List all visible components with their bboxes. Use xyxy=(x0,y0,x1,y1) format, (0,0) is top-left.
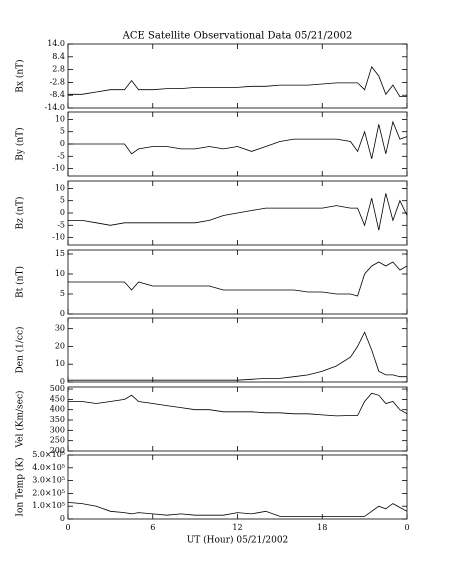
x-tick-label: 12 xyxy=(232,523,242,532)
x-tick-label: 6 xyxy=(150,523,155,532)
y-tick-label: 5 xyxy=(60,289,65,298)
y-tick-label: 300 xyxy=(50,425,65,434)
y-tick-label: 200 xyxy=(50,446,65,455)
x-tick-label: 18 xyxy=(317,523,327,532)
y-axis-label: Bt (nT) xyxy=(15,266,26,298)
y-tick-label: 350 xyxy=(50,415,65,424)
y-tick-label: 2.0×10⁵ xyxy=(32,488,65,497)
y-tick-label: 0 xyxy=(60,309,65,318)
y-tick-label: 500 xyxy=(50,384,65,393)
y-tick-label: 0 xyxy=(60,139,65,148)
y-tick-label: 2.8 xyxy=(52,65,65,74)
data-line xyxy=(68,261,408,297)
panel-frame xyxy=(67,43,408,109)
y-tick-label: 0 xyxy=(60,208,65,217)
y-tick-label: 10 xyxy=(55,183,65,192)
y-tick-label: 10 xyxy=(55,269,65,278)
x-axis-label: UT (Hour) 05/21/2002 xyxy=(187,535,289,546)
data-line xyxy=(68,331,407,381)
y-tick-label: -8.4 xyxy=(50,90,65,99)
y-tick-label: 10 xyxy=(55,114,65,123)
data-line xyxy=(68,66,407,97)
y-tick-label: 400 xyxy=(50,405,65,414)
data-line xyxy=(68,193,408,231)
data-line xyxy=(68,392,408,417)
y-tick-label: 5 xyxy=(60,196,65,205)
y-tick-label: 0 xyxy=(60,514,65,523)
y-tick-label: 3.0×10⁵ xyxy=(32,476,65,485)
panel-frame xyxy=(67,317,408,383)
data-line xyxy=(68,120,408,159)
y-tick-label: 1.0×10⁵ xyxy=(32,501,65,510)
y-tick-label: -5 xyxy=(57,151,65,160)
y-tick-label: -5 xyxy=(57,220,65,229)
y-tick-label: 0 xyxy=(60,377,65,386)
panel-frame xyxy=(67,386,408,452)
y-tick-label: 15 xyxy=(55,249,65,258)
y-tick-label: -2.8 xyxy=(50,77,65,86)
chart-title: ACE Satellite Observational Data 05/21/2… xyxy=(122,31,353,42)
y-axis-label: Bz (nT) xyxy=(15,196,26,229)
y-axis-label: Vel (Km/sec) xyxy=(15,390,26,448)
y-tick-label: -10 xyxy=(52,164,65,173)
y-axis-label: Ion Temp (K) xyxy=(15,457,26,516)
y-tick-label: 250 xyxy=(50,436,65,445)
x-tick-label: 0 xyxy=(65,523,70,532)
y-tick-label: 450 xyxy=(50,394,65,403)
y-tick-label: 10 xyxy=(55,359,65,368)
y-axis-label: Den (1/cc) xyxy=(15,326,26,373)
y-tick-label: 20 xyxy=(55,341,65,350)
data-line xyxy=(67,502,408,517)
y-axis-label: By (nT) xyxy=(15,127,26,160)
y-tick-label: 5 xyxy=(60,127,65,136)
x-tick-label: 0 xyxy=(404,523,409,532)
y-tick-label: 30 xyxy=(55,324,65,333)
y-tick-label: -14.0 xyxy=(44,103,65,112)
y-tick-label: 8.4 xyxy=(52,52,65,61)
y-tick-label: 14.0 xyxy=(47,39,65,48)
y-tick-label: 5.0×10⁵ xyxy=(32,450,65,459)
y-tick-label: -10 xyxy=(52,233,65,242)
y-axis-label: Bx (nT) xyxy=(15,59,26,92)
panel-frame xyxy=(67,454,408,520)
y-tick-label: 4.0×10⁵ xyxy=(32,463,65,472)
